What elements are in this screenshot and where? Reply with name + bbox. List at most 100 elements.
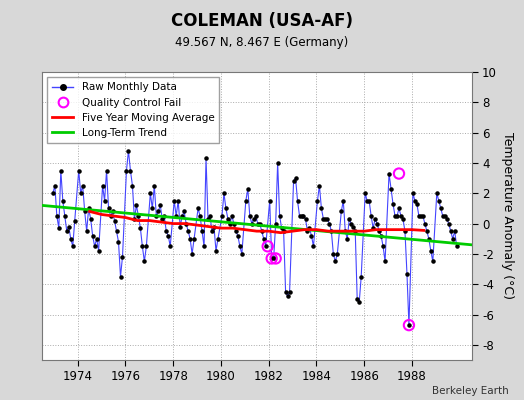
- Point: [319, 216, 328, 222]
- Point: [411, 198, 419, 204]
- Point: [271, 255, 280, 262]
- Point: [391, 213, 399, 219]
- Point: [267, 255, 276, 262]
- Point: [451, 228, 459, 234]
- Point: [363, 198, 372, 204]
- Point: [200, 243, 208, 250]
- Point: [162, 228, 170, 234]
- Point: [138, 243, 147, 250]
- Point: [413, 201, 421, 207]
- Point: [325, 220, 334, 227]
- Point: [246, 213, 254, 219]
- Point: [405, 322, 413, 328]
- Point: [154, 208, 162, 215]
- Point: [59, 198, 67, 204]
- Point: [91, 243, 99, 250]
- Point: [434, 198, 443, 204]
- Point: [158, 216, 167, 222]
- Point: [423, 228, 431, 234]
- Point: [92, 236, 101, 242]
- Point: [345, 216, 354, 222]
- Point: [267, 255, 276, 262]
- Point: [405, 322, 413, 328]
- Point: [236, 243, 244, 250]
- Point: [228, 213, 236, 219]
- Point: [261, 243, 270, 250]
- Point: [230, 220, 238, 227]
- Point: [429, 258, 437, 265]
- Point: [74, 167, 83, 174]
- Point: [186, 236, 194, 242]
- Point: [101, 198, 109, 204]
- Point: [339, 198, 347, 204]
- Point: [94, 248, 103, 254]
- Point: [54, 225, 63, 231]
- Point: [296, 213, 304, 219]
- Point: [254, 220, 262, 227]
- Point: [291, 175, 300, 181]
- Point: [309, 243, 318, 250]
- Point: [444, 220, 453, 227]
- Point: [381, 258, 389, 265]
- Point: [301, 216, 310, 222]
- Point: [112, 228, 121, 234]
- Point: [347, 220, 355, 227]
- Point: [371, 216, 379, 222]
- Point: [417, 213, 425, 219]
- Point: [419, 213, 427, 219]
- Point: [369, 225, 377, 231]
- Point: [414, 213, 423, 219]
- Point: [317, 205, 325, 212]
- Point: [351, 228, 359, 234]
- Point: [126, 167, 135, 174]
- Point: [389, 201, 397, 207]
- Point: [242, 198, 250, 204]
- Point: [210, 224, 218, 230]
- Point: [84, 205, 93, 212]
- Point: [357, 274, 365, 280]
- Point: [232, 228, 240, 234]
- Point: [111, 217, 119, 224]
- Point: [122, 167, 130, 174]
- Point: [375, 228, 383, 234]
- Point: [174, 198, 182, 204]
- Point: [79, 182, 87, 189]
- Point: [421, 220, 429, 227]
- Point: [214, 236, 222, 242]
- Point: [124, 148, 133, 154]
- Point: [349, 224, 357, 230]
- Point: [327, 228, 335, 234]
- Point: [222, 205, 230, 212]
- Point: [433, 190, 441, 196]
- Point: [206, 213, 214, 219]
- Point: [321, 216, 330, 222]
- Point: [116, 274, 125, 280]
- Point: [281, 288, 290, 295]
- Point: [276, 213, 284, 219]
- Point: [99, 182, 107, 189]
- Point: [367, 213, 375, 219]
- Point: [102, 167, 111, 174]
- Point: [264, 243, 272, 250]
- Point: [89, 232, 97, 239]
- Point: [238, 251, 246, 257]
- Point: [226, 220, 234, 227]
- Point: [256, 220, 264, 227]
- Point: [132, 202, 140, 208]
- Point: [140, 258, 149, 265]
- Point: [150, 182, 158, 189]
- Point: [194, 205, 202, 212]
- Point: [114, 238, 123, 245]
- Point: [134, 213, 143, 219]
- Point: [118, 254, 127, 260]
- Point: [397, 213, 405, 219]
- Point: [373, 220, 381, 227]
- Point: [148, 205, 157, 212]
- Point: [279, 228, 288, 234]
- Point: [277, 225, 286, 231]
- Point: [257, 228, 266, 234]
- Point: [299, 213, 308, 219]
- Point: [286, 288, 294, 295]
- Point: [427, 248, 435, 254]
- Point: [218, 213, 226, 219]
